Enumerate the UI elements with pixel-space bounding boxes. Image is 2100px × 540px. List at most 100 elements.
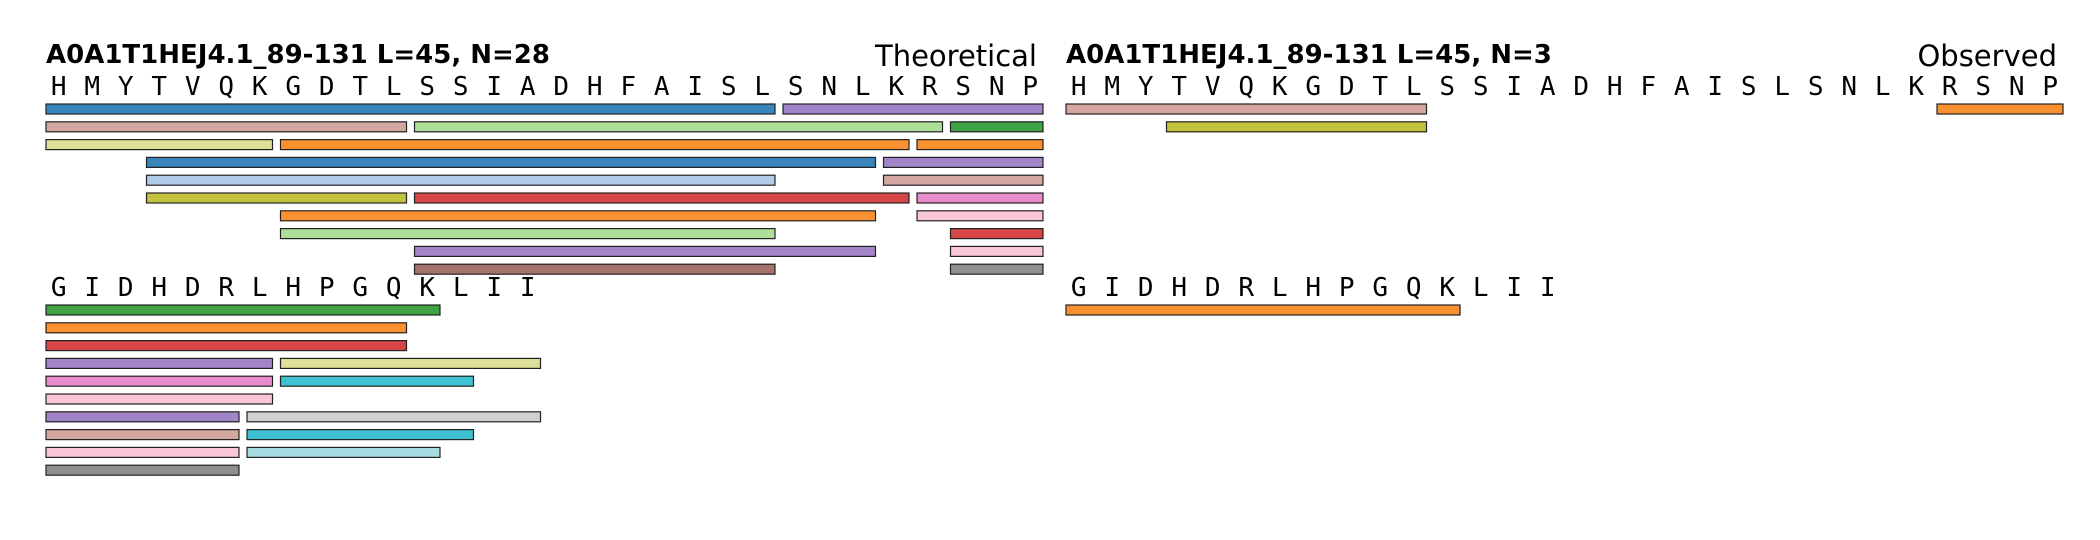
peptide-bar — [45, 375, 274, 387]
residue-letter: L — [1774, 72, 1790, 102]
peptide-bar — [45, 322, 408, 334]
residue-letter: G — [1305, 72, 1321, 102]
residue-letter: L — [386, 72, 402, 102]
residue-letter: H — [151, 273, 167, 303]
residue-letter: K — [252, 72, 268, 102]
peptide-bar — [1165, 121, 1428, 133]
peptide-bar — [1936, 103, 2064, 115]
peptide-bar — [1065, 103, 1428, 115]
residue-letter: L — [453, 273, 469, 303]
peptide-bar — [949, 228, 1044, 240]
residue-letter: I — [486, 72, 502, 102]
residue-letter: P — [1339, 273, 1355, 303]
residue-letter: F — [620, 72, 636, 102]
panel-label: Observed — [1917, 39, 2057, 73]
residue-letter: K — [1272, 72, 1288, 102]
residue-letter: Y — [118, 72, 134, 102]
residue-letter: N — [821, 72, 837, 102]
peptide-bar — [279, 357, 542, 369]
panel-title: A0A1T1HEJ4.1_89-131 L=45, N=3 — [1066, 40, 1552, 70]
residue-letter: H — [1171, 273, 1187, 303]
peptide-bar — [916, 210, 1044, 222]
peptide-bar — [949, 245, 1044, 257]
residue-letter: I — [687, 72, 703, 102]
residue-letter: Y — [1138, 72, 1154, 102]
residue-letter: H — [1305, 273, 1321, 303]
peptide-bar — [246, 411, 542, 423]
peptide-bar — [45, 393, 274, 405]
residue-letter: S — [1473, 72, 1489, 102]
residue-letter: S — [1808, 72, 1824, 102]
residue-letter: D — [1205, 273, 1221, 303]
peptide-bar — [246, 429, 475, 441]
residue-letter: L — [1875, 72, 1891, 102]
peptide-bar — [45, 464, 240, 476]
residue-letter: P — [319, 273, 335, 303]
residue-letter: M — [84, 72, 100, 102]
residue-letter: D — [1339, 72, 1355, 102]
residue-letter: R — [922, 72, 938, 102]
residue-letter: Q — [386, 273, 402, 303]
residue-letter: I — [84, 273, 100, 303]
peptide-bar — [45, 429, 240, 441]
peptide-bar — [279, 139, 910, 151]
peptide-bar — [45, 357, 274, 369]
residue-letter: L — [754, 72, 770, 102]
peptide-bar — [145, 156, 877, 168]
residue-letter: L — [252, 273, 268, 303]
peptide-bar — [279, 375, 475, 387]
residue-letter: V — [185, 72, 201, 102]
residue-letter: I — [1104, 273, 1120, 303]
residue-letter: T — [1372, 72, 1388, 102]
residue-letter: N — [989, 72, 1005, 102]
residue-letter: I — [486, 273, 502, 303]
residue-letter: H — [51, 72, 67, 102]
residue-letter: L — [855, 72, 871, 102]
residue-letter: S — [419, 72, 435, 102]
peptide-bar — [949, 121, 1044, 133]
peptide-bar — [949, 263, 1044, 275]
residue-letter: V — [1205, 72, 1221, 102]
residue-letter: S — [1975, 72, 1991, 102]
residue-letter: H — [285, 273, 301, 303]
residue-letter: P — [2042, 72, 2058, 102]
peptide-bar — [413, 121, 944, 133]
residue-letter: N — [2009, 72, 2025, 102]
peptide-bar — [145, 174, 776, 186]
peptide-bar — [279, 228, 776, 240]
residue-letter: D — [319, 72, 335, 102]
residue-letter: I — [520, 273, 536, 303]
residue-letter: K — [1908, 72, 1924, 102]
residue-letter: N — [1841, 72, 1857, 102]
residue-letter: G — [1372, 273, 1388, 303]
residue-letter: H — [1607, 72, 1623, 102]
residue-letter: R — [218, 273, 234, 303]
peptide-bar — [1065, 304, 1461, 316]
peptide-bar — [45, 446, 240, 458]
residue-letter: A — [654, 72, 670, 102]
residue-letter: I — [1506, 72, 1522, 102]
residue-letter: S — [721, 72, 737, 102]
residue-letter: G — [285, 72, 301, 102]
residue-letter: Q — [1406, 273, 1422, 303]
peptide-bar — [413, 245, 877, 257]
residue-letter: P — [1022, 72, 1038, 102]
residue-letter: S — [453, 72, 469, 102]
residue-letter: I — [1540, 273, 1556, 303]
residue-letter: I — [1506, 273, 1522, 303]
residue-letter: Q — [218, 72, 234, 102]
peptide-bar — [145, 192, 408, 204]
residue-letter: L — [1272, 273, 1288, 303]
residue-letter: T — [151, 72, 167, 102]
peptide-bar — [45, 139, 274, 151]
panel-theoretical: A0A1T1HEJ4.1_89-131 L=45, N=28 Theoretica… — [45, 39, 1044, 476]
peptide-bar — [882, 174, 1044, 186]
residue-letter: D — [185, 273, 201, 303]
panel-title: A0A1T1HEJ4.1_89-131 L=45, N=28 — [46, 40, 550, 70]
residue-letter: D — [1138, 273, 1154, 303]
